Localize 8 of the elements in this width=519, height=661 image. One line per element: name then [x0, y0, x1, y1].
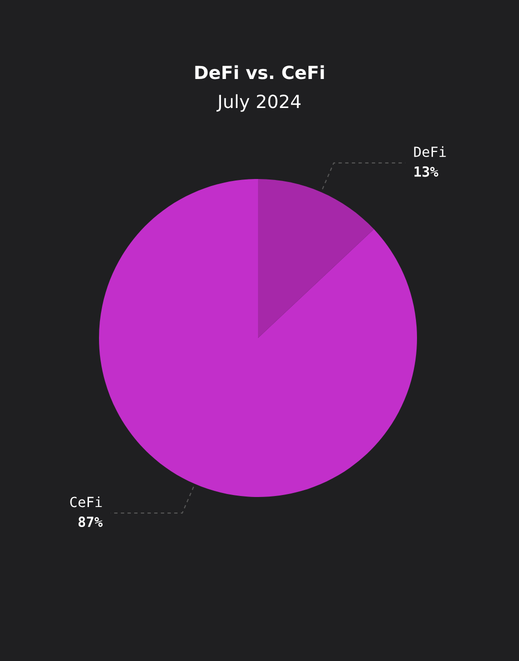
- data-label: 87%: [78, 516, 103, 528]
- slice-label: DeFi: [414, 146, 446, 158]
- chart-title: DeFi vs. CeFi: [195, 65, 324, 80]
- chart-subtitle: July 2024: [216, 94, 301, 112]
- pie-slice: [258, 179, 374, 338]
- slice-label: CeFi: [70, 496, 102, 508]
- pie-slice: [99, 179, 417, 497]
- data-label: 13%: [414, 166, 438, 177]
